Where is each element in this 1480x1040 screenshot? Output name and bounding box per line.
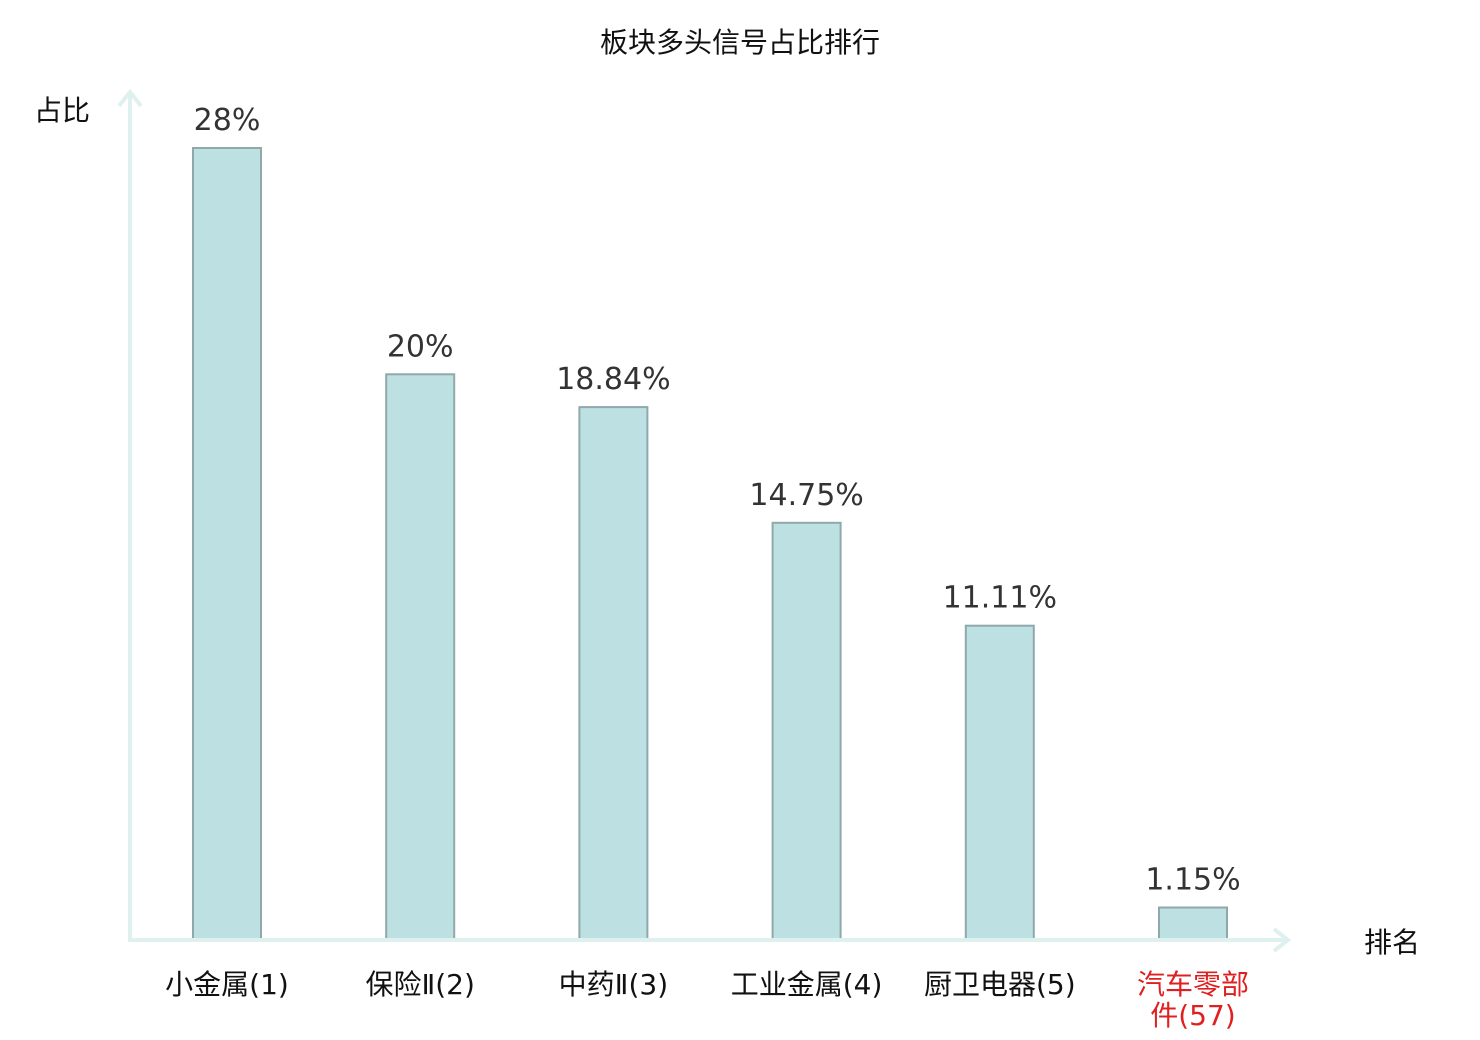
x-axis (128, 927, 1292, 953)
category-labels-group: 小金属(1) 保险Ⅱ(2) 中药Ⅱ(3) 工业金属(4) 厨卫电器(5) 汽车零部件(57… (165, 968, 1249, 1032)
data-label: 14.75% (749, 478, 863, 513)
bar (1158, 906, 1228, 941)
data-label: 28% (194, 103, 261, 138)
value-labels-group: 28% 20% 18.84% 14.75% 11.11% 1.15% (194, 103, 1241, 898)
bar (771, 521, 842, 941)
data-label: 1.15% (1145, 863, 1240, 898)
x-axis-label: 排名 (1364, 926, 1420, 959)
x-axis-arrow-icon (1272, 927, 1292, 953)
bar (578, 406, 649, 942)
data-label: 18.84% (556, 362, 670, 397)
category-label: 保险Ⅱ(2) (365, 968, 474, 1001)
data-label: 11.11% (943, 581, 1057, 616)
category-label: 小金属(1) (165, 968, 289, 1001)
category-label: 工业金属(4) (731, 968, 883, 1001)
y-axis (117, 88, 143, 940)
bar (192, 147, 262, 941)
category-label-line2: 件(57) (1150, 999, 1235, 1032)
bar (964, 624, 1035, 941)
category-label: 厨卫电器(5) (924, 968, 1076, 1001)
chart-title: 板块多头信号占比排行 (600, 26, 880, 59)
category-label: 汽车零部 (1137, 968, 1249, 1001)
data-label: 20% (387, 329, 454, 364)
y-axis-arrow-icon (117, 88, 143, 108)
bars-group (192, 147, 1228, 942)
bar (385, 373, 456, 941)
y-axis-label: 占比 (34, 94, 90, 127)
category-label: 中药Ⅱ(3) (559, 968, 668, 1001)
